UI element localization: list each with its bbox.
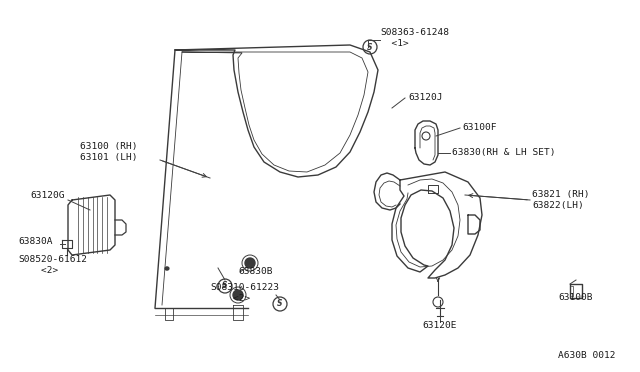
Text: 63100F: 63100F bbox=[462, 124, 497, 132]
Text: S: S bbox=[277, 299, 283, 308]
Text: 63830(RH & LH SET): 63830(RH & LH SET) bbox=[452, 148, 556, 157]
Circle shape bbox=[233, 290, 243, 300]
Text: 63821 (RH)
63822(LH): 63821 (RH) 63822(LH) bbox=[532, 190, 589, 210]
Text: 63830B: 63830B bbox=[238, 266, 273, 276]
Text: S08520-61612
    <2>: S08520-61612 <2> bbox=[18, 255, 87, 275]
Text: A630B 0012: A630B 0012 bbox=[557, 351, 615, 360]
Text: 63120J: 63120J bbox=[408, 93, 442, 103]
Text: S08310-61223
    <2>: S08310-61223 <2> bbox=[210, 283, 279, 303]
Text: 63830A: 63830A bbox=[18, 237, 52, 246]
Text: S08363-61248
  <1>: S08363-61248 <1> bbox=[380, 28, 449, 48]
Text: 63100 (RH)
63101 (LH): 63100 (RH) 63101 (LH) bbox=[80, 142, 138, 162]
Text: 63120G: 63120G bbox=[30, 192, 65, 201]
Text: S: S bbox=[222, 282, 228, 291]
Text: 63100B: 63100B bbox=[558, 292, 593, 301]
Circle shape bbox=[245, 258, 255, 268]
Text: 63120E: 63120E bbox=[423, 321, 457, 330]
Text: S: S bbox=[367, 42, 372, 51]
